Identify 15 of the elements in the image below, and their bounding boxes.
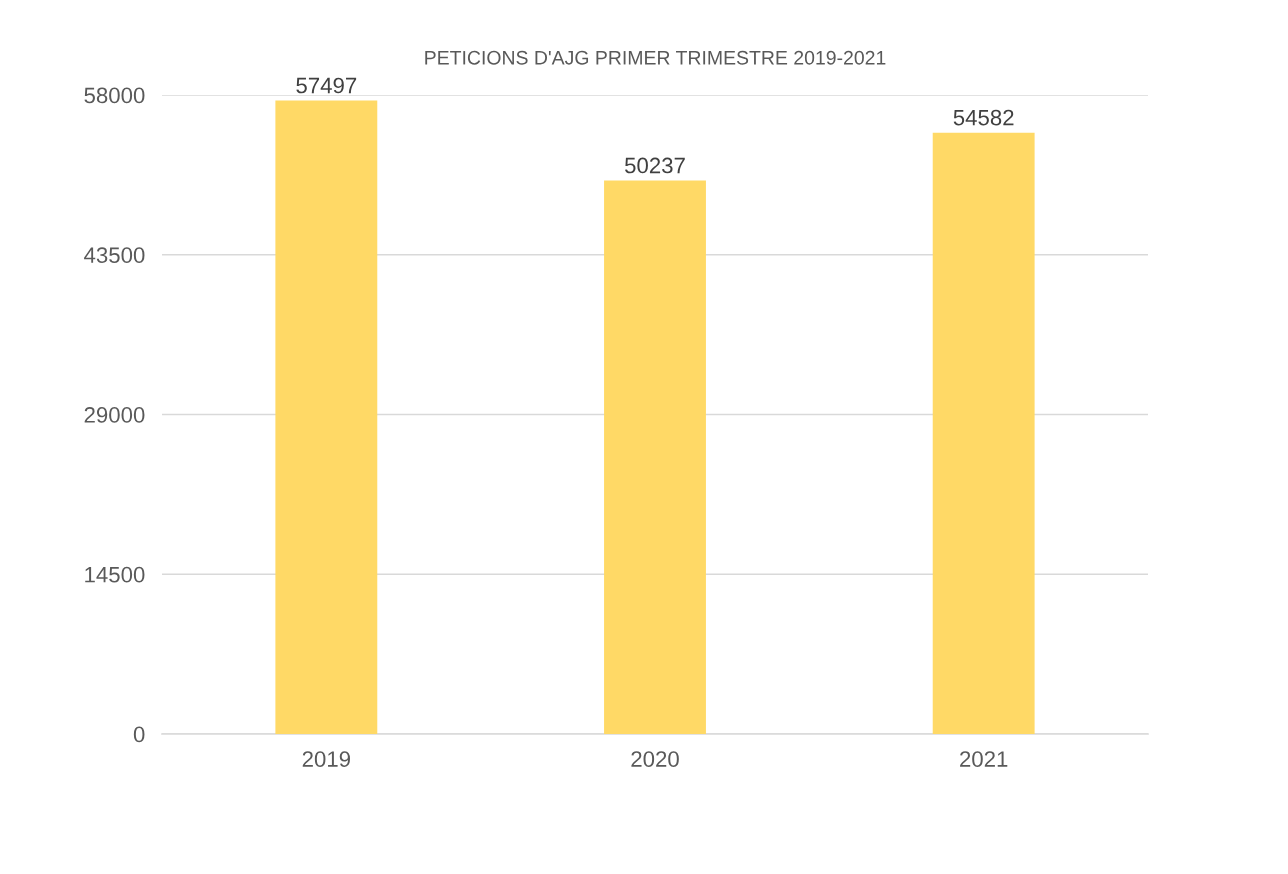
data-label: 50237 — [624, 157, 685, 174]
y-tick-label: 14500 — [85, 566, 145, 583]
bar — [932, 132, 1035, 734]
y-tick-label: 0 — [133, 726, 145, 743]
y-tick-label: 58000 — [84, 87, 145, 104]
data-label: 54582 — [953, 109, 1014, 126]
x-tick-label: 2019 — [302, 751, 350, 767]
x-tick-label: 2020 — [631, 751, 679, 767]
chart-title: PETICIONS D'AJG PRIMER TRIMESTRE 2019-2021 — [425, 50, 886, 65]
x-tick-label: 2021 — [960, 751, 1008, 767]
bar — [275, 100, 378, 734]
y-tick-label: 29000 — [84, 407, 145, 423]
data-label: 57497 — [296, 77, 357, 94]
bar — [604, 180, 706, 734]
y-tick-label: 43500 — [84, 247, 145, 264]
